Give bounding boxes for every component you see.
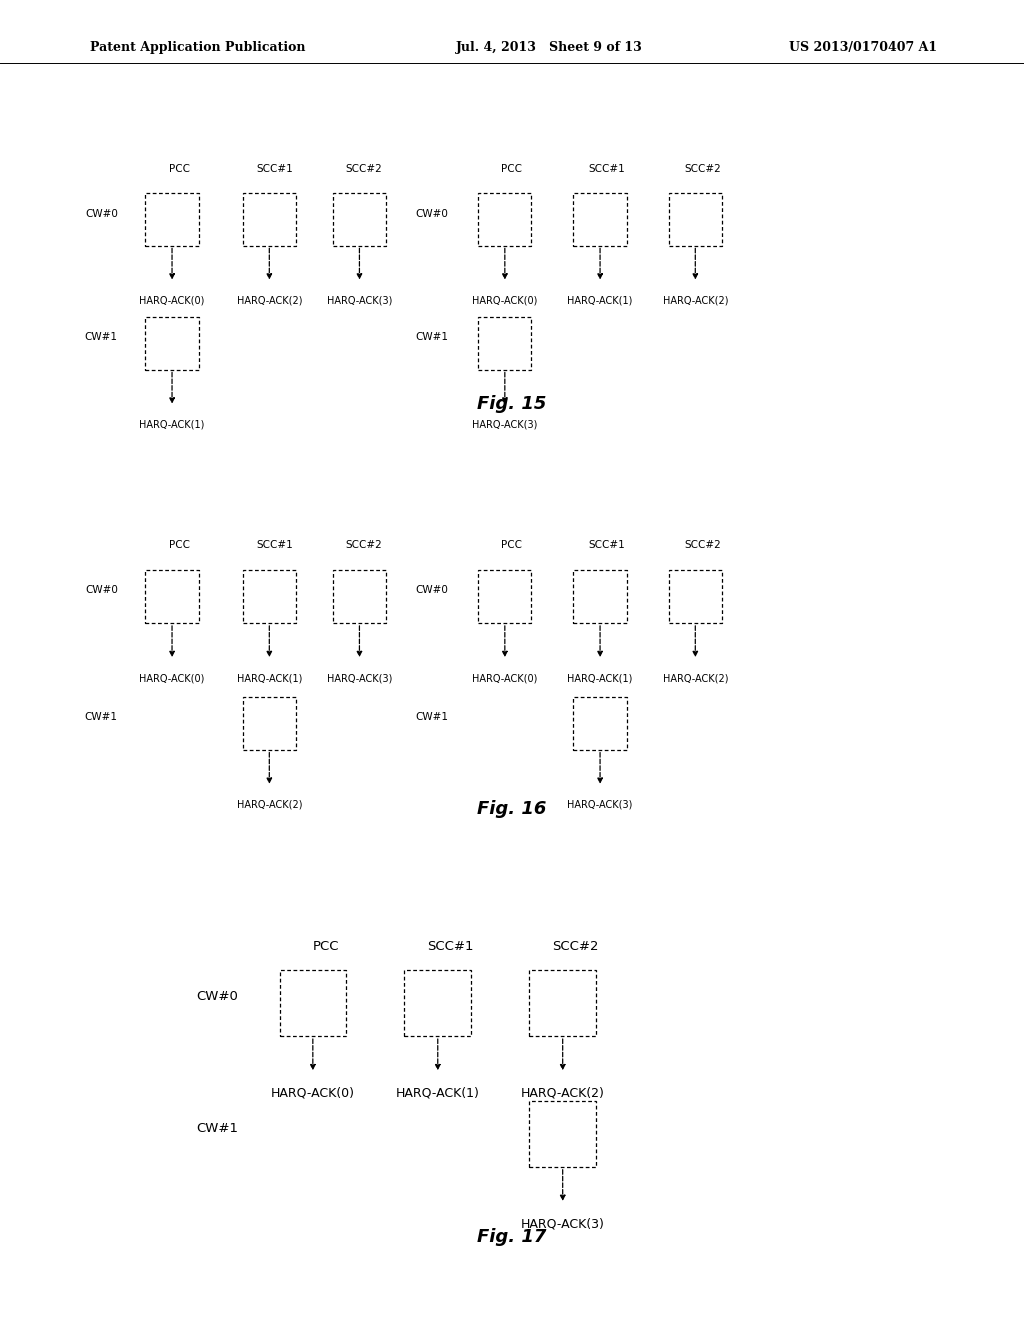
Text: CW#0: CW#0: [85, 209, 118, 219]
Text: HARQ-ACK(0): HARQ-ACK(0): [139, 296, 205, 306]
Text: HARQ-ACK(1): HARQ-ACK(1): [237, 673, 302, 684]
Bar: [478, 193, 531, 246]
Bar: [145, 317, 199, 370]
Text: HARQ-ACK(1): HARQ-ACK(1): [396, 1086, 479, 1100]
Text: Fig. 15: Fig. 15: [477, 395, 547, 413]
Bar: [669, 193, 722, 246]
Text: HARQ-ACK(3): HARQ-ACK(3): [521, 1217, 604, 1230]
Text: CW#1: CW#1: [416, 331, 449, 342]
Text: SCC#1: SCC#1: [256, 164, 293, 174]
Text: CW#1: CW#1: [197, 1122, 239, 1135]
Text: CW#1: CW#1: [85, 331, 118, 342]
Text: PCC: PCC: [169, 540, 189, 550]
Text: PCC: PCC: [169, 164, 189, 174]
Text: SCC#2: SCC#2: [684, 540, 721, 550]
Text: US 2013/0170407 A1: US 2013/0170407 A1: [788, 41, 937, 54]
Text: SCC#1: SCC#1: [427, 940, 474, 953]
Text: HARQ-ACK(0): HARQ-ACK(0): [270, 1086, 355, 1100]
Text: SCC#1: SCC#1: [589, 540, 626, 550]
Text: SCC#2: SCC#2: [552, 940, 599, 953]
Text: CW#0: CW#0: [85, 585, 118, 595]
Text: SCC#2: SCC#2: [345, 164, 382, 174]
Text: HARQ-ACK(2): HARQ-ACK(2): [237, 296, 302, 306]
Bar: [669, 570, 722, 623]
Bar: [280, 970, 346, 1036]
Text: HARQ-ACK(3): HARQ-ACK(3): [327, 296, 392, 306]
Text: HARQ-ACK(3): HARQ-ACK(3): [327, 673, 392, 684]
Bar: [573, 570, 627, 623]
Bar: [243, 193, 296, 246]
Text: HARQ-ACK(2): HARQ-ACK(2): [237, 800, 302, 810]
Text: CW#0: CW#0: [416, 585, 449, 595]
Text: HARQ-ACK(3): HARQ-ACK(3): [567, 800, 633, 810]
Bar: [404, 970, 471, 1036]
Text: Patent Application Publication: Patent Application Publication: [90, 41, 305, 54]
Text: SCC#2: SCC#2: [345, 540, 382, 550]
Text: HARQ-ACK(1): HARQ-ACK(1): [567, 673, 633, 684]
Bar: [529, 1101, 596, 1167]
Bar: [478, 570, 531, 623]
Text: Jul. 4, 2013   Sheet 9 of 13: Jul. 4, 2013 Sheet 9 of 13: [456, 41, 642, 54]
Text: HARQ-ACK(0): HARQ-ACK(0): [139, 673, 205, 684]
Text: SCC#1: SCC#1: [589, 164, 626, 174]
Bar: [529, 970, 596, 1036]
Text: Fig. 17: Fig. 17: [477, 1228, 547, 1246]
Text: HARQ-ACK(2): HARQ-ACK(2): [521, 1086, 604, 1100]
Text: SCC#2: SCC#2: [684, 164, 721, 174]
Text: PCC: PCC: [312, 940, 339, 953]
Text: HARQ-ACK(0): HARQ-ACK(0): [472, 296, 538, 306]
Text: CW#0: CW#0: [197, 990, 239, 1003]
Text: HARQ-ACK(2): HARQ-ACK(2): [663, 673, 728, 684]
Text: CW#0: CW#0: [416, 209, 449, 219]
Bar: [333, 193, 386, 246]
Bar: [243, 570, 296, 623]
Bar: [145, 570, 199, 623]
Bar: [573, 193, 627, 246]
Text: HARQ-ACK(1): HARQ-ACK(1): [139, 420, 205, 430]
Text: CW#1: CW#1: [85, 711, 118, 722]
Text: HARQ-ACK(3): HARQ-ACK(3): [472, 420, 538, 430]
Bar: [145, 193, 199, 246]
Bar: [243, 697, 296, 750]
Text: CW#1: CW#1: [416, 711, 449, 722]
Text: SCC#1: SCC#1: [256, 540, 293, 550]
Text: PCC: PCC: [502, 540, 522, 550]
Text: PCC: PCC: [502, 164, 522, 174]
Text: Fig. 16: Fig. 16: [477, 800, 547, 818]
Text: HARQ-ACK(0): HARQ-ACK(0): [472, 673, 538, 684]
Bar: [573, 697, 627, 750]
Text: HARQ-ACK(2): HARQ-ACK(2): [663, 296, 728, 306]
Text: HARQ-ACK(1): HARQ-ACK(1): [567, 296, 633, 306]
Bar: [333, 570, 386, 623]
Bar: [478, 317, 531, 370]
